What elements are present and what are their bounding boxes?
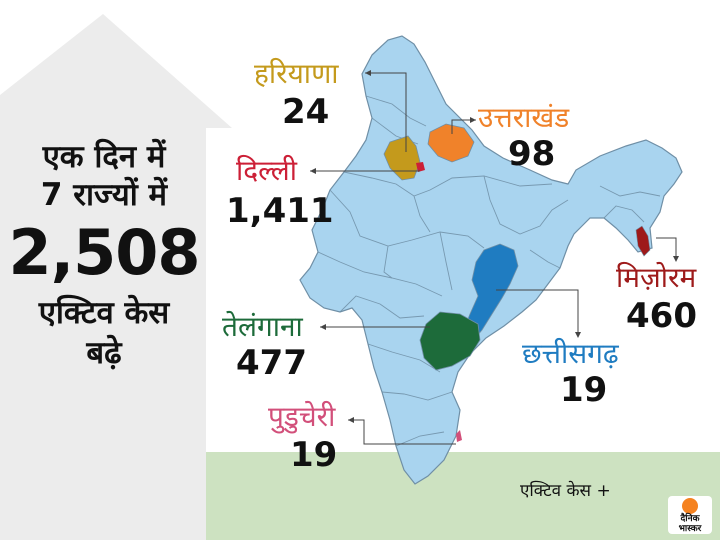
- legend-active-cases: एक्टिव केस +: [520, 481, 611, 501]
- label-mizoram-value: 460: [626, 296, 697, 336]
- arrowhead-puducherry: [348, 417, 354, 423]
- state-delhi-shape: [416, 162, 425, 172]
- headline-line-2: 7 राज्यों में: [40, 177, 168, 213]
- arrowhead-uttarakhand: [470, 117, 476, 123]
- label-chhattisgarh-value: 19: [560, 370, 608, 410]
- label-haryana-name: हरियाणा: [254, 57, 339, 90]
- label-delhi-value: 1,411: [226, 191, 334, 231]
- label-telangana-value: 477: [236, 343, 307, 383]
- state-chhattisgarh-shape: [461, 243, 519, 343]
- arrowhead-telangana: [320, 324, 326, 330]
- state-mizoram-shape: [635, 225, 651, 257]
- label-uttarakhand-value: 98: [508, 134, 556, 174]
- leader-chhattisgarh: [496, 289, 579, 332]
- label-delhi-name: दिल्ली: [236, 154, 297, 187]
- label-puducherry-name: पुडुचेरी: [268, 400, 336, 433]
- state-haryana-shape: [383, 135, 421, 181]
- label-telangana-name: तेलंगाना: [222, 310, 303, 343]
- up-arrow-background: [0, 14, 232, 540]
- label-mizoram-name: मिज़ोरम: [616, 261, 697, 294]
- state-borders: [317, 95, 661, 447]
- leader-uttarakhand: [451, 119, 476, 134]
- label-chhattisgarh-name: छत्तीसगढ़: [522, 337, 619, 370]
- state-telangana-shape: [419, 311, 481, 371]
- arrowhead-mizoram: [673, 256, 679, 262]
- sun-logo-icon: [682, 498, 698, 514]
- arrowhead-delhi: [310, 168, 316, 174]
- dainik-bhaskar-logo: दैनिक भास्कर: [668, 496, 712, 534]
- leader-puducherry: [348, 419, 456, 445]
- arrowhead-chhattisgarh: [575, 332, 581, 338]
- label-uttarakhand-name: उत्तराखंड: [478, 101, 570, 134]
- state-puducherry-shape: [456, 430, 462, 442]
- leader-haryana: [365, 72, 407, 152]
- sea-band: [206, 452, 720, 540]
- headline-line-4: एक्टिव केस: [38, 295, 170, 331]
- label-puducherry-value: 19: [290, 435, 338, 475]
- headline-line-1: एक दिन में: [42, 139, 166, 175]
- arrowhead-haryana: [365, 70, 371, 76]
- headline-total-value: 2,508: [8, 216, 200, 289]
- logo-text: दैनिक भास्कर: [678, 514, 702, 534]
- label-haryana-value: 24: [282, 92, 330, 132]
- headline-line-5: बढ़े: [86, 335, 122, 371]
- leader-mizoram: [656, 237, 677, 256]
